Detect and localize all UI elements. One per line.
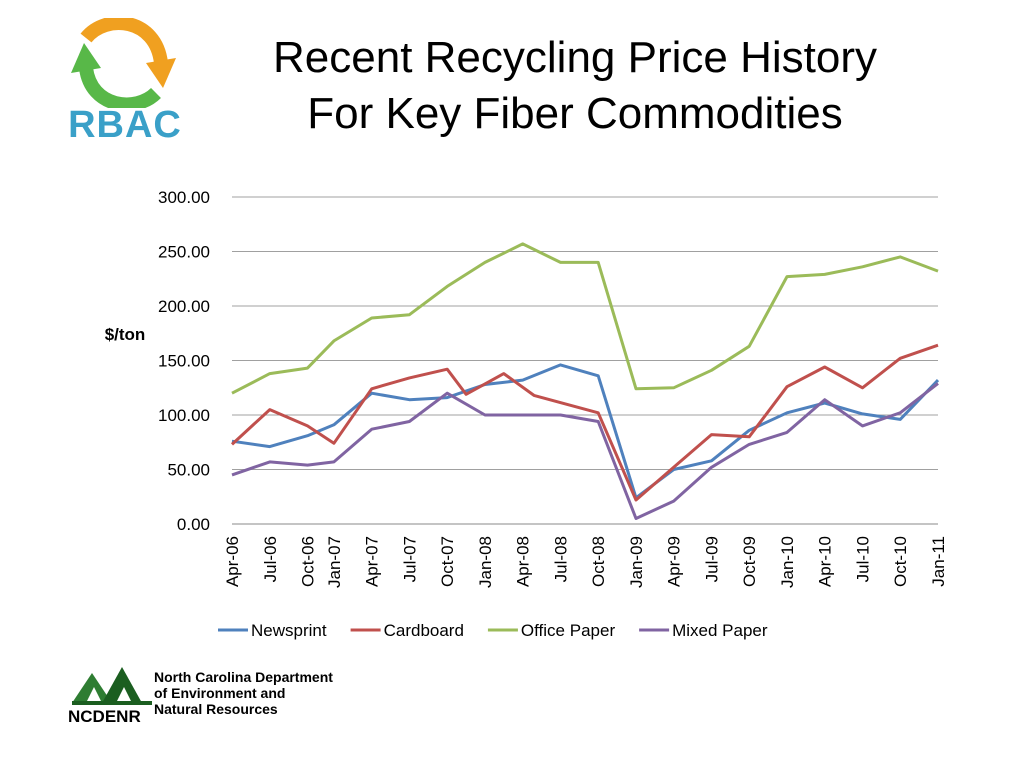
y-tick-label: 100.00 <box>158 406 210 425</box>
dept-line-1: North Carolina Department <box>154 669 333 685</box>
page-title: Recent Recycling Price History For Key F… <box>200 30 950 142</box>
x-tick-label: Apr-06 <box>223 536 242 587</box>
x-tick-label: Jan-09 <box>627 536 646 588</box>
x-tick-label: Jan-08 <box>476 536 495 588</box>
series-line <box>231 242 939 395</box>
y-tick-label: 0.00 <box>177 515 210 534</box>
y-axis-label: $/ton <box>105 325 146 344</box>
x-tick-label: Oct-06 <box>299 536 318 587</box>
x-tick-label: Oct-10 <box>891 536 910 587</box>
x-tick-label: Jul-09 <box>702 536 721 582</box>
y-tick-label: 250.00 <box>158 243 210 262</box>
rbac-logo-text: RBAC <box>68 104 182 146</box>
rbac-logo: RBAC <box>66 16 184 150</box>
legend-entry: Newsprint <box>251 621 327 640</box>
x-tick-label: Apr-10 <box>816 536 835 587</box>
x-tick-label: Jul-07 <box>400 536 419 582</box>
y-tick-label: 300.00 <box>158 188 210 207</box>
y-tick-label: 150.00 <box>158 352 210 371</box>
title-line-1: Recent Recycling Price History <box>273 33 877 82</box>
ncdenr-logo: NCDENR North Carolina Department of Envi… <box>68 665 368 726</box>
legend-entry: Cardboard <box>384 621 464 640</box>
mountains-trees-icon <box>72 667 152 705</box>
x-tick-label: Apr-08 <box>514 536 533 587</box>
series-line <box>231 363 940 500</box>
series-line <box>230 343 939 502</box>
title-line-2: For Key Fiber Commodities <box>307 89 843 138</box>
x-tick-label: Oct-09 <box>740 536 759 587</box>
x-tick-label: Apr-07 <box>363 536 382 587</box>
x-tick-label: Oct-08 <box>589 536 608 587</box>
x-tick-label: Jul-06 <box>261 536 280 582</box>
dept-line-3: Natural Resources <box>154 701 278 717</box>
x-tick-label: Jan-10 <box>778 536 797 588</box>
y-tick-label: 200.00 <box>158 297 210 316</box>
x-tick-label: Jul-08 <box>551 536 570 582</box>
ncdenr-department-name: North Carolina Department of Environment… <box>154 669 374 717</box>
x-tick-label: Jan-07 <box>325 536 344 588</box>
recycle-arrows-icon <box>71 16 176 112</box>
x-tick-label: Apr-09 <box>665 536 684 587</box>
y-tick-label: 50.00 <box>167 461 210 480</box>
line-chart: 0.00 50.00 100.00 150.00 200.00 250.00 300.00 $… <box>105 188 948 640</box>
legend-entry: Office Paper <box>521 621 616 640</box>
x-tick-label: Oct-07 <box>438 536 457 587</box>
x-tick-label: Jan-11 <box>929 536 948 587</box>
legend-entry: Mixed Paper <box>672 621 768 640</box>
dept-line-2: of Environment and <box>154 685 286 701</box>
x-tick-label: Jul-10 <box>853 536 872 582</box>
series-line <box>231 382 939 520</box>
ncdenr-abbrev: NCDENR <box>68 707 141 726</box>
